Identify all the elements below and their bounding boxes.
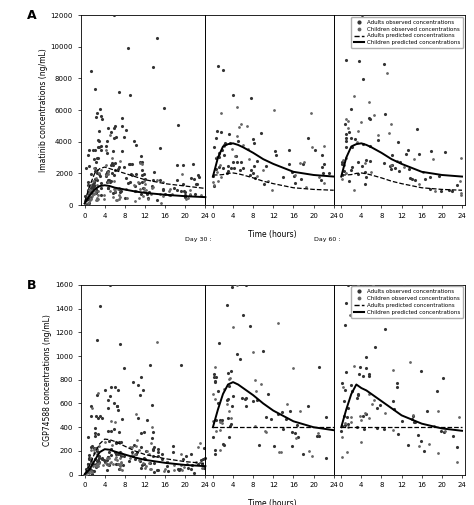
Y-axis label: CGP74588 concentrations (ng/mL): CGP74588 concentrations (ng/mL) bbox=[43, 314, 52, 446]
X-axis label: Time (hours): Time (hours) bbox=[248, 230, 297, 239]
Text: Day 60 :: Day 60 : bbox=[314, 237, 340, 242]
Text: A: A bbox=[27, 10, 36, 22]
Legend: Adults observed concentrations, Children observed concentrations, Adults predict: Adults observed concentrations, Children… bbox=[351, 286, 463, 318]
X-axis label: Time (hours): Time (hours) bbox=[248, 499, 297, 505]
Text: B: B bbox=[27, 279, 36, 292]
Text: Day 30 :: Day 30 : bbox=[185, 237, 212, 242]
Y-axis label: Imatinib concentrations (ng/mL): Imatinib concentrations (ng/mL) bbox=[39, 48, 48, 172]
Legend: Adults observed concentrations, Children observed concentrations, Adults predict: Adults observed concentrations, Children… bbox=[351, 17, 463, 48]
